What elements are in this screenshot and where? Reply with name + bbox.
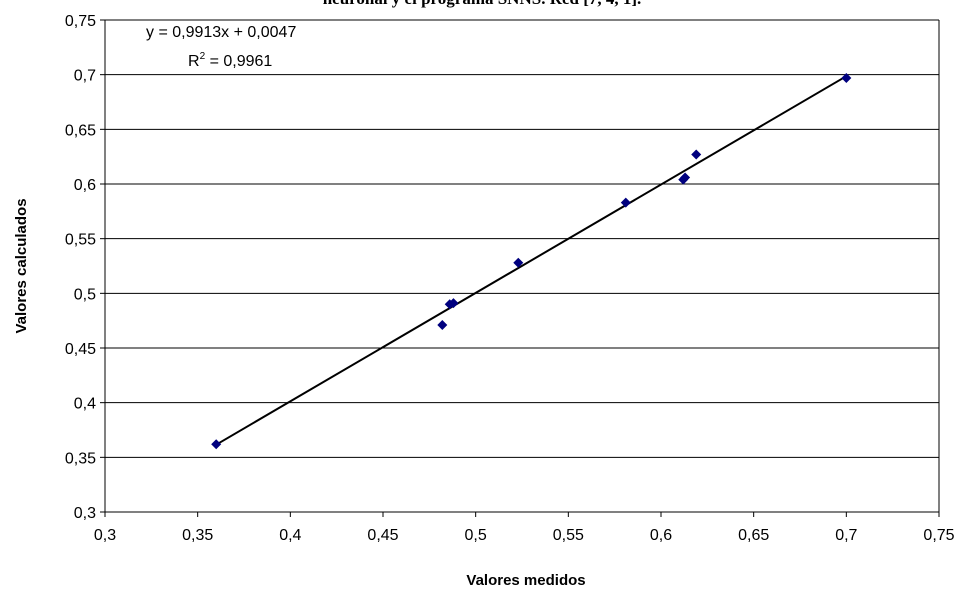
y-tick-label: 0,45	[65, 341, 96, 358]
y-tick-label: 0,5	[74, 286, 96, 303]
y-tick-label: 0,4	[74, 396, 96, 413]
data-point	[680, 172, 691, 183]
r-squared-value: = 0,9961	[205, 53, 272, 70]
r-squared-label: R2 = 0,9961	[188, 51, 272, 70]
r-squared-superscript: 2	[200, 51, 206, 62]
x-tick-label: 0,4	[279, 527, 301, 544]
y-tick-label: 0,6	[74, 177, 96, 194]
x-tick-label: 0,45	[367, 527, 398, 544]
x-axis-title: Valores medidos	[466, 572, 585, 589]
data-point	[211, 439, 222, 450]
data-point	[841, 72, 852, 83]
y-axis-title: Valores calculados	[13, 198, 30, 333]
x-tick-label: 0,7	[835, 527, 857, 544]
gridlines	[105, 19, 939, 458]
trendline	[215, 75, 847, 446]
data-point	[691, 149, 702, 160]
data-point	[620, 197, 631, 208]
x-tick-label: 0,5	[465, 527, 487, 544]
trendline-equation: y = 0,9913x + 0,0047	[146, 24, 296, 41]
data-point	[513, 257, 524, 268]
x-tick-label: 0,35	[182, 527, 213, 544]
x-tick-label: 0,75	[923, 527, 954, 544]
trendline-group	[215, 75, 847, 446]
y-tick-label: 0,65	[65, 122, 96, 139]
y-tick-label: 0,3	[74, 505, 96, 522]
y-tick-label: 0,7	[74, 68, 96, 85]
y-tick-label: 0,75	[65, 13, 96, 30]
data-points	[211, 72, 852, 450]
x-tick-label: 0,55	[553, 527, 584, 544]
x-tick-label: 0,3	[94, 527, 116, 544]
chart-title: neuronal y el programa SNNS. Red [7, 4, …	[323, 0, 642, 8]
x-axis-ticks: 0,3 0,35 0,4 0,45 0,5 0,55 0,6 0,65 0,7 0,75	[94, 512, 955, 544]
y-tick-label: 0,55	[65, 232, 96, 249]
x-tick-label: 0,65	[738, 527, 769, 544]
data-point	[448, 298, 459, 309]
data-point	[437, 320, 448, 331]
y-axis-ticks: 0,3 0,35 0,4 0,45 0,5 0,55 0,6 0,65 0,7 0,75	[65, 13, 105, 522]
plot-area	[104, 20, 940, 513]
y-tick-label: 0,35	[65, 450, 96, 467]
x-tick-label: 0,6	[650, 527, 672, 544]
r-squared-prefix: R	[188, 53, 200, 70]
